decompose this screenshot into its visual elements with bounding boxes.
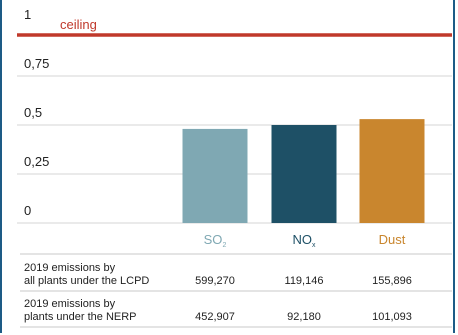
category-label: NOx: [293, 232, 317, 249]
table-row-label: plants under the NERP: [24, 311, 137, 323]
table-row-label: all plants under the LCPD: [24, 275, 149, 287]
bar: [271, 125, 337, 223]
table-cell: 599,270: [195, 275, 235, 287]
bar: [359, 119, 425, 223]
y-tick-label: 1: [24, 7, 31, 22]
category-labels: SO2 NOx Dust: [204, 232, 406, 249]
bars-layer: [182, 119, 425, 223]
category-label: SO2: [204, 232, 227, 249]
table-cell: 119,146: [285, 275, 324, 287]
table-cell: 101,093: [372, 311, 412, 323]
ceiling-label: ceiling: [60, 17, 97, 32]
table-row-label: 2019 emissions by: [24, 262, 116, 274]
y-tick-label: 0,5: [24, 105, 42, 120]
y-tick-label: 0,25: [24, 154, 49, 169]
bar: [182, 128, 248, 223]
table-row-label: 2019 emissions by: [24, 298, 116, 310]
table-cell: 155,896: [372, 275, 412, 287]
y-tick-label: 0: [24, 203, 31, 218]
category-label: Dust: [379, 232, 406, 247]
table-cell: 92,180: [287, 311, 321, 323]
y-tick-label: 0,75: [24, 56, 49, 71]
table-cell: 452,907: [195, 311, 235, 323]
y-axis-labels: 0 0,25 0,5 0,75 1: [24, 7, 49, 218]
ceiling-layer: ceiling: [17, 17, 452, 37]
